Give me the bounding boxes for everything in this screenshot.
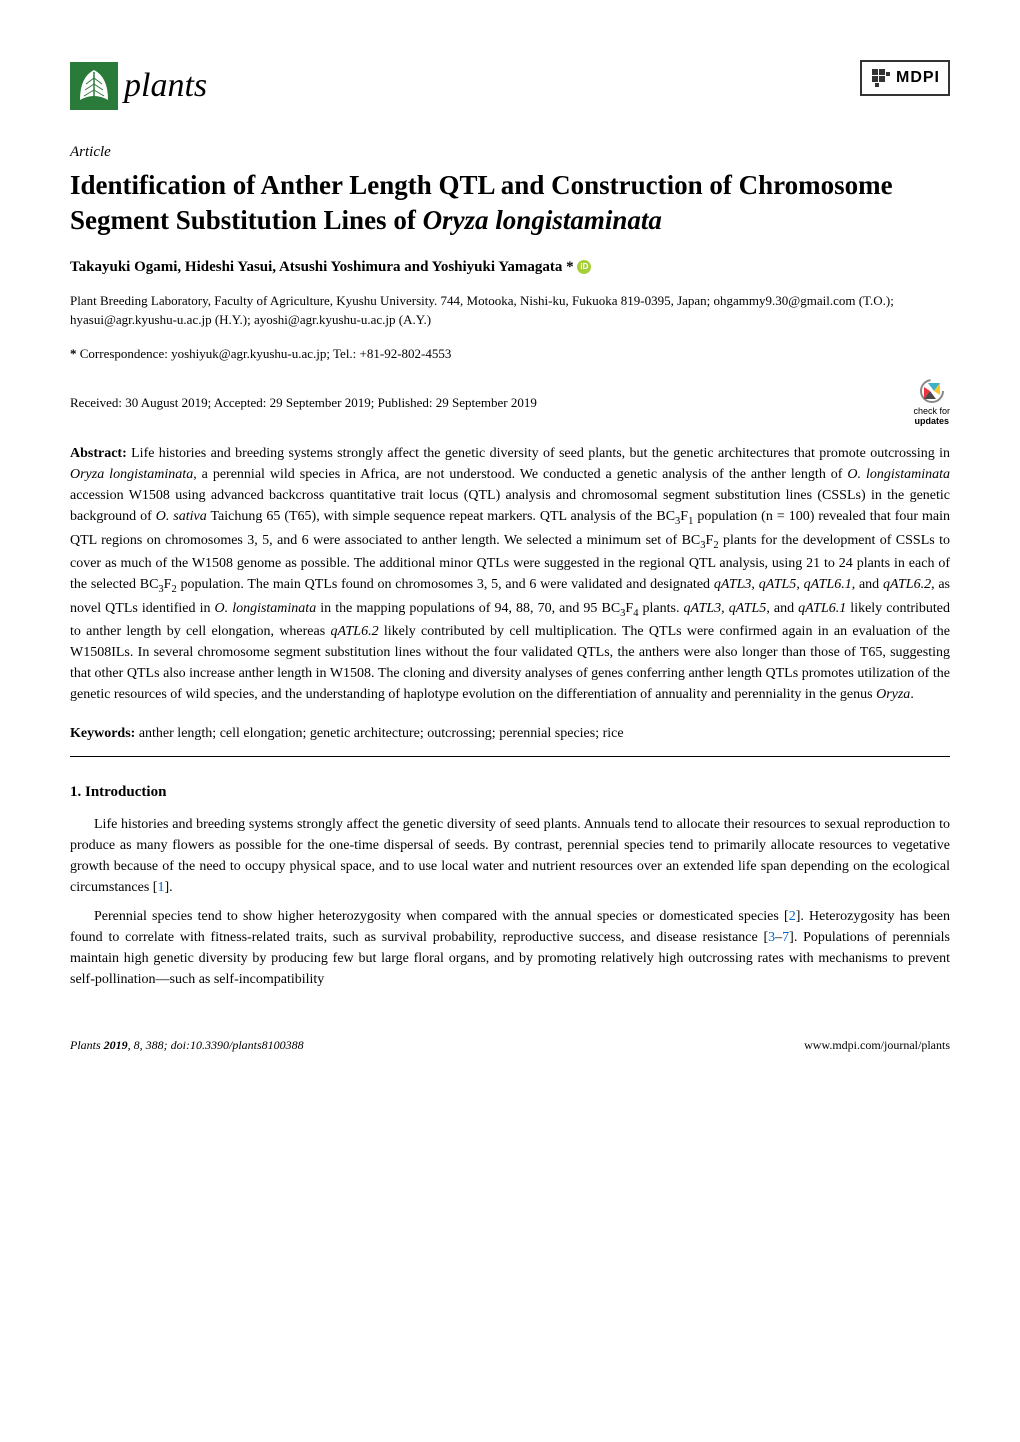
keywords-text: anther length; cell elongation; genetic … — [139, 726, 624, 741]
check-line1: check for — [913, 406, 950, 416]
page-footer: Plants 2019, 8, 388; doi:10.3390/plants8… — [70, 1030, 950, 1054]
section-heading: 1. Introduction — [70, 781, 950, 804]
check-updates-badge[interactable]: check for updates — [913, 377, 950, 427]
journal-logo: plants — [70, 60, 207, 111]
body-paragraph-2: Perennial species tend to show higher he… — [70, 906, 950, 990]
abstract: Abstract: Life histories and breeding sy… — [70, 443, 950, 705]
publisher-logo: MDPI — [860, 60, 950, 96]
affiliation: Plant Breeding Laboratory, Faculty of Ag… — [70, 292, 950, 330]
check-updates-text: check for updates — [913, 407, 950, 427]
correspondence: * Correspondence: yoshiyuk@agr.kyushu-u.… — [70, 344, 950, 364]
authors-line: Takayuki Ogami, Hideshi Yasui, Atsushi Y… — [70, 256, 950, 279]
authors-text: Takayuki Ogami, Hideshi Yasui, Atsushi Y… — [70, 259, 574, 275]
keywords-label: Keywords: — [70, 726, 135, 741]
check-line2: updates — [914, 416, 949, 426]
page-header: plants MDPI — [70, 60, 950, 111]
crossref-icon — [918, 377, 946, 405]
mdpi-icon — [870, 67, 892, 89]
keywords: Keywords: anther length; cell elongation… — [70, 723, 950, 744]
article-type: Article — [70, 141, 950, 164]
abstract-text: Life histories and breeding systems stro… — [70, 446, 950, 702]
footer-link[interactable]: www.mdpi.com/journal/plants — [804, 1038, 950, 1052]
dates-text: Received: 30 August 2019; Accepted: 29 S… — [70, 393, 537, 413]
body-paragraph-1: Life histories and breeding systems stro… — [70, 814, 950, 898]
article-title: Identification of Anther Length QTL and … — [70, 168, 950, 238]
journal-name: plants — [124, 60, 207, 111]
correspondence-star: * — [70, 346, 77, 361]
footer-citation: Plants 2019, 8, 388; doi:10.3390/plants8… — [70, 1036, 304, 1054]
dates-row: Received: 30 August 2019; Accepted: 29 S… — [70, 377, 950, 427]
publisher-name: MDPI — [896, 66, 940, 90]
divider — [70, 756, 950, 757]
leaf-icon — [70, 62, 118, 110]
correspondence-text: Correspondence: yoshiyuk@agr.kyushu-u.ac… — [80, 346, 452, 361]
abstract-label: Abstract: — [70, 446, 127, 461]
orcid-icon[interactable] — [577, 260, 591, 274]
footer-url[interactable]: www.mdpi.com/journal/plants — [804, 1036, 950, 1054]
